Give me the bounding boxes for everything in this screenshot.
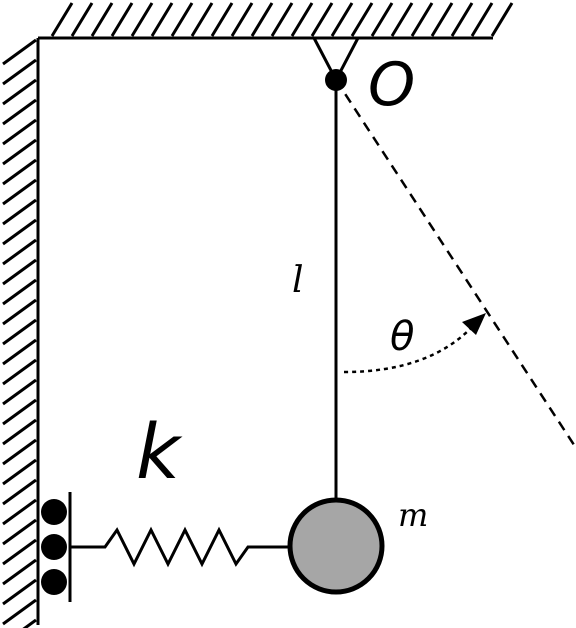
hatch-mark — [2, 298, 37, 326]
roller-bottom — [41, 569, 67, 595]
roller-top — [41, 499, 67, 525]
hatch-mark — [310, 2, 334, 37]
hatch-mark — [190, 2, 214, 37]
hatch-mark — [2, 278, 37, 306]
wall-hatching — [2, 38, 37, 628]
hatch-mark — [2, 418, 37, 446]
hatch-mark — [2, 458, 37, 486]
label-mass: m — [398, 496, 428, 534]
hatch-mark — [450, 2, 474, 37]
label-length: l — [292, 260, 304, 301]
left-wall — [2, 38, 40, 628]
hatch-mark — [2, 558, 37, 586]
hatch-mark — [410, 2, 434, 37]
hatch-mark — [250, 2, 274, 37]
hatch-mark — [90, 2, 114, 37]
hatch-mark — [470, 2, 494, 37]
label-angle: θ — [390, 314, 414, 360]
hatch-mark — [2, 318, 37, 346]
hatch-mark — [2, 258, 37, 286]
hatch-mark — [2, 378, 37, 406]
hatch-mark — [2, 338, 37, 366]
spring-assembly — [68, 492, 290, 602]
hatch-mark — [2, 198, 37, 226]
spring — [70, 526, 290, 568]
hatch-mark — [2, 138, 37, 166]
hatch-mark — [2, 238, 37, 266]
roller-middle — [41, 534, 67, 560]
hatch-mark — [370, 2, 394, 37]
hatch-mark — [2, 118, 37, 146]
hatch-mark — [2, 538, 37, 566]
pendulum-mass — [287, 497, 385, 595]
angle-arrowhead — [462, 313, 486, 335]
hatch-mark — [390, 2, 414, 37]
ceiling — [38, 2, 514, 40]
displaced-rod-dashed — [334, 79, 576, 449]
hatch-mark — [2, 518, 37, 546]
hatch-mark — [170, 2, 194, 37]
hatch-mark — [2, 358, 37, 386]
hatch-mark — [150, 2, 174, 37]
hatch-mark — [2, 578, 37, 606]
hatch-mark — [490, 2, 514, 37]
hatch-mark — [50, 2, 74, 37]
hatch-mark — [2, 38, 37, 66]
hatch-mark — [2, 58, 37, 86]
hatch-mark — [2, 478, 37, 506]
hatch-mark — [230, 2, 254, 37]
hatch-mark — [2, 498, 37, 526]
ceiling-hatching — [50, 2, 514, 37]
hatch-mark — [350, 2, 374, 37]
hatch-mark — [2, 98, 37, 126]
angle-arc — [343, 324, 475, 374]
hatch-mark — [2, 438, 37, 466]
hatch-mark — [290, 2, 314, 37]
hatch-mark — [270, 2, 294, 37]
hatch-mark — [210, 2, 234, 37]
hatch-mark — [2, 398, 37, 426]
hatch-mark — [2, 598, 37, 626]
label-spring-constant: k — [136, 407, 183, 496]
label-pivot: O — [368, 50, 415, 120]
hatch-mark — [22, 618, 37, 628]
hatch-mark — [2, 218, 37, 246]
hatch-mark — [130, 2, 154, 37]
hatch-mark — [2, 178, 37, 206]
hatch-mark — [110, 2, 134, 37]
hatch-mark — [2, 78, 37, 106]
hatch-mark — [2, 158, 37, 186]
hatch-mark — [70, 2, 94, 37]
hatch-mark — [430, 2, 454, 37]
hatch-mark — [330, 2, 354, 37]
rollers — [41, 499, 67, 595]
